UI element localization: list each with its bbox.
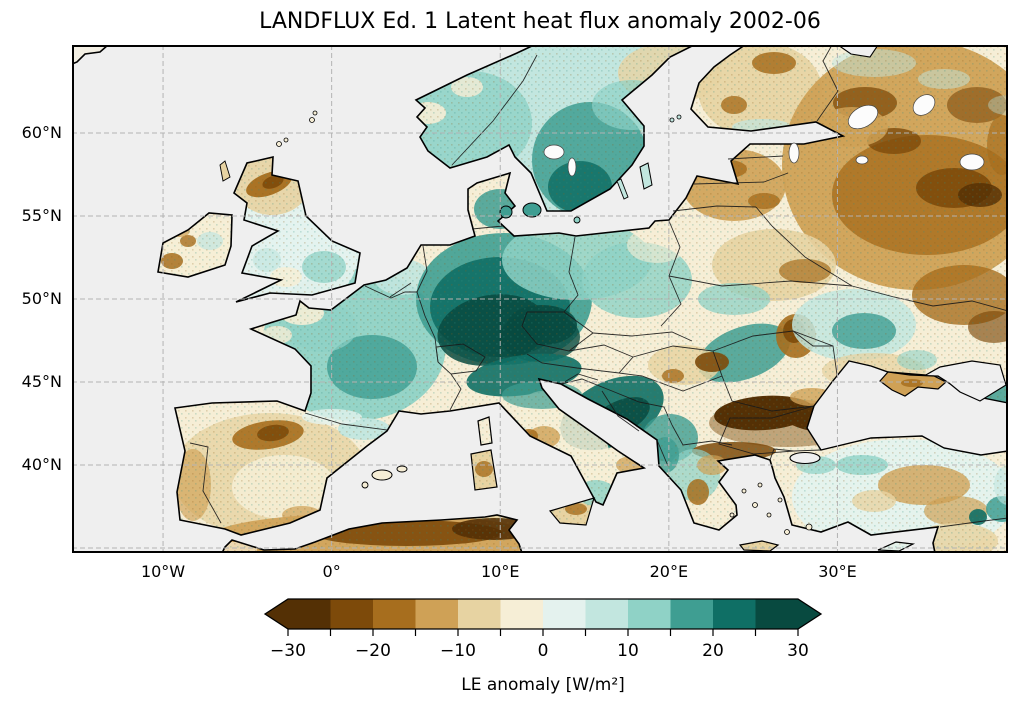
x-tick-label: 30°E [818,562,857,581]
y-tick-label: 50°N [21,288,62,308]
colorbar-segment [330,599,374,629]
chart-title: LANDFLUX Ed. 1 Latent heat flux anomaly … [259,9,821,34]
colorbar-tick-label: −20 [355,641,391,661]
y-tick-label: 40°N [21,454,62,474]
colorbar-segment [415,599,459,629]
colorbar-segment [543,599,586,629]
colorbar-segment [500,599,544,629]
sea-of-marmara [789,451,821,465]
inland-seas [789,45,1008,465]
sea-of-azov [921,360,1007,402]
colorbar-segment [628,599,671,629]
country-borders [189,45,1008,528]
lakes [543,94,985,177]
x-tick-label: 10°W [140,562,186,581]
colorbar-tick-label: 30 [787,641,809,661]
colorbar-bar [263,598,823,636]
colorbar-segment [713,599,756,629]
x-tick-label: 10°E [481,562,520,581]
small-islands [219,110,813,535]
colorbar-segment [755,599,799,629]
white-sea-notch [837,45,879,58]
colorbar-label: LE anomaly [W/m²] [461,675,625,695]
colorbar-tick-label: 20 [702,641,724,661]
colorbar: −30 −20 −10 0 10 20 30 LE anomaly [W/m²] [250,596,830,718]
colorbar-tick-label: 0 [537,641,549,661]
y-tick-label: 45°N [21,371,62,391]
y-tick-label: 60°N [21,122,62,142]
colorbar-tick-label: −10 [440,641,476,661]
y-tick-label: 55°N [21,205,62,225]
colorbar-segment [585,599,629,629]
colorbar-extend-min [265,599,288,629]
plot-frame [72,45,1008,553]
colorbar-tick-label: −30 [270,641,306,661]
x-tick-label: 0° [322,562,341,581]
colorbar-segment [458,599,501,629]
colorbar-extend-max [798,599,821,629]
colorbar-segment [373,599,416,629]
colorbar-segment [288,599,331,629]
crimea-peninsula [879,371,948,397]
graticule-gridlines [72,45,1008,553]
europe-map [72,45,1008,553]
colorbar-segment [670,599,714,629]
x-tick-label: 20°E [649,562,689,581]
colorbar-tick-label: 10 [617,641,639,661]
